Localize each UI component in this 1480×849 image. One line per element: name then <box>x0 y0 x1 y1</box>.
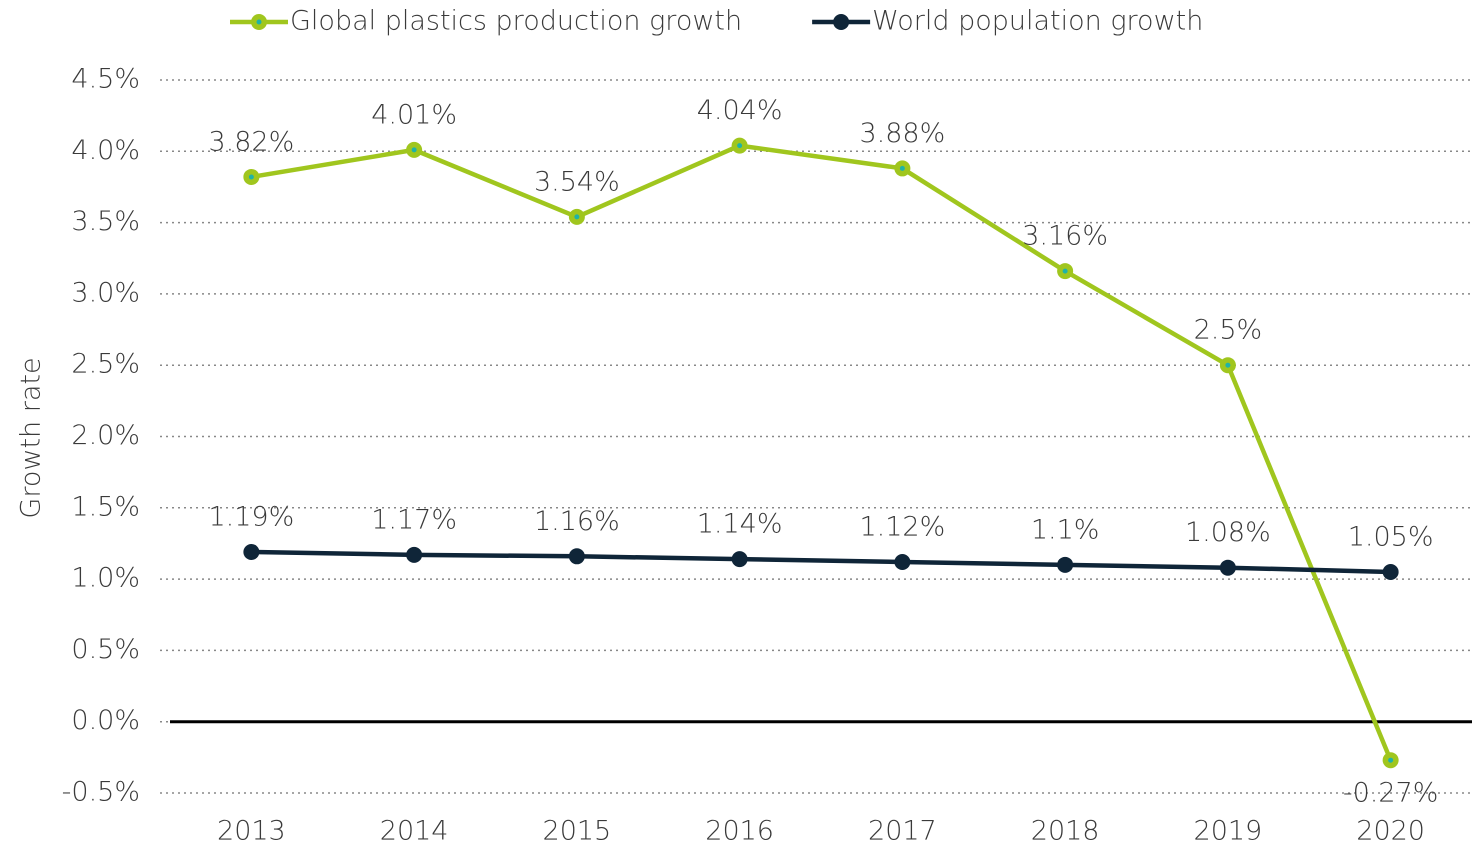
marker <box>1382 563 1399 580</box>
data-label: 3.82% <box>208 126 294 157</box>
data-label: 1.1% <box>1031 514 1100 545</box>
legend-marker <box>833 14 850 30</box>
marker-center <box>411 147 417 153</box>
data-label: 4.01% <box>371 99 457 130</box>
data-label: 3.88% <box>859 118 945 149</box>
marker-center <box>1225 362 1231 368</box>
y-tick-label: 3.5% <box>71 206 140 237</box>
marker-center <box>248 174 254 180</box>
y-tick-label: 3.0% <box>71 277 140 308</box>
marker-center <box>899 165 905 171</box>
x-tick-label: 2015 <box>543 816 612 847</box>
legend-label: Global plastics production growth <box>290 6 742 37</box>
series-line <box>251 143 1393 762</box>
y-tick-label: 4.5% <box>71 64 140 95</box>
data-label: 2.5% <box>1194 315 1263 346</box>
marker <box>243 544 260 561</box>
data-label: -0.27% <box>1343 778 1439 809</box>
y-tick-label: 2.5% <box>71 349 140 380</box>
x-tick-label: 2014 <box>380 816 449 847</box>
legend-label: World population growth <box>872 6 1203 37</box>
data-label: 1.12% <box>859 511 945 542</box>
series-line <box>251 549 1391 575</box>
y-tick-label: 0.5% <box>71 634 140 665</box>
x-tick-label: 2013 <box>217 816 286 847</box>
y-tick-label: 1.5% <box>71 491 140 522</box>
x-tick-label: 2020 <box>1356 816 1425 847</box>
marker <box>731 551 748 568</box>
marker-center <box>737 143 743 149</box>
data-label: 1.08% <box>1185 517 1271 548</box>
data-label: 4.04% <box>697 95 783 126</box>
x-tick-label: 2019 <box>1194 816 1263 847</box>
y-tick-label: 1.0% <box>71 563 140 594</box>
marker <box>406 546 423 563</box>
marker <box>894 553 911 570</box>
marker-center <box>1388 757 1394 763</box>
data-label: 1.19% <box>208 502 294 533</box>
x-tick-label: 2017 <box>868 816 937 847</box>
data-label: 1.14% <box>697 509 783 540</box>
data-label: 1.05% <box>1348 521 1434 552</box>
data-label: 1.16% <box>534 506 620 537</box>
y-tick-label: 4.0% <box>71 135 140 166</box>
legend-marker-center <box>256 19 262 25</box>
marker-center <box>1062 268 1068 274</box>
data-label: 3.54% <box>534 166 620 197</box>
y-axis-label: Growth rate <box>16 357 47 518</box>
marker <box>1057 556 1074 573</box>
y-tick-label: -0.5% <box>62 777 140 808</box>
data-label: 1.17% <box>371 504 457 535</box>
data-label: 3.16% <box>1022 221 1108 252</box>
marker-center <box>574 214 580 220</box>
y-tick-label: 2.0% <box>71 420 140 451</box>
y-tick-label: 0.0% <box>71 705 140 736</box>
x-tick-label: 2018 <box>1031 816 1100 847</box>
marker <box>568 548 585 565</box>
x-tick-label: 2016 <box>705 816 774 847</box>
marker <box>1219 559 1236 576</box>
